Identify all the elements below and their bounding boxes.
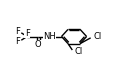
Text: F: F (15, 27, 20, 36)
Text: NH: NH (43, 32, 56, 41)
Text: Cl: Cl (74, 47, 82, 56)
Text: F: F (25, 29, 30, 38)
Text: F: F (15, 37, 20, 46)
Text: O: O (35, 40, 42, 49)
Text: Cl: Cl (94, 32, 102, 41)
